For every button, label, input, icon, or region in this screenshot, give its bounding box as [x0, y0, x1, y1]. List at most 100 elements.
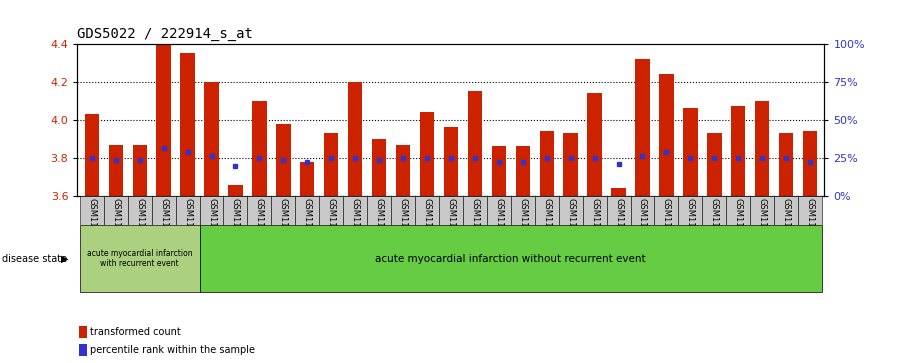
- Text: GSM1167099: GSM1167099: [733, 198, 742, 254]
- Bar: [180, 53, 195, 196]
- Bar: [151, 196, 176, 225]
- Bar: [726, 196, 751, 225]
- Bar: [372, 139, 386, 196]
- Bar: [79, 344, 87, 356]
- Text: GSM1167076: GSM1167076: [279, 198, 288, 254]
- Text: GSM1167074: GSM1167074: [231, 198, 240, 254]
- Bar: [348, 82, 363, 196]
- Bar: [755, 101, 770, 196]
- Bar: [607, 196, 630, 225]
- Bar: [276, 123, 291, 196]
- Bar: [535, 196, 558, 225]
- Bar: [798, 196, 822, 225]
- Bar: [583, 196, 607, 225]
- Bar: [367, 196, 391, 225]
- Bar: [731, 106, 745, 196]
- Text: GSM1167095: GSM1167095: [662, 198, 670, 254]
- Text: GDS5022 / 222914_s_at: GDS5022 / 222914_s_at: [77, 27, 253, 41]
- Bar: [391, 196, 415, 225]
- Bar: [300, 162, 314, 196]
- Text: GSM1167077: GSM1167077: [302, 198, 312, 254]
- Text: GSM1167086: GSM1167086: [470, 198, 479, 254]
- Bar: [80, 196, 104, 225]
- Bar: [683, 108, 698, 196]
- Text: GSM1167091: GSM1167091: [566, 198, 575, 254]
- Bar: [611, 188, 626, 196]
- Bar: [492, 146, 506, 196]
- Bar: [295, 196, 319, 225]
- Bar: [324, 133, 338, 196]
- Bar: [108, 144, 123, 196]
- Text: GSM1167080: GSM1167080: [351, 198, 360, 254]
- Text: GSM1167083: GSM1167083: [398, 198, 407, 254]
- Bar: [707, 133, 722, 196]
- Text: GSM1167081: GSM1167081: [135, 198, 144, 254]
- Text: transformed count: transformed count: [89, 327, 180, 337]
- Bar: [751, 196, 774, 225]
- Text: GSM1167090: GSM1167090: [542, 198, 551, 254]
- Text: ▶: ▶: [61, 254, 68, 264]
- Bar: [176, 196, 200, 225]
- Bar: [444, 127, 458, 196]
- Bar: [486, 196, 511, 225]
- Text: GSM1167098: GSM1167098: [710, 198, 719, 254]
- Text: GSM1167082: GSM1167082: [374, 198, 384, 254]
- Bar: [252, 101, 267, 196]
- Bar: [343, 196, 367, 225]
- Bar: [200, 196, 223, 225]
- Bar: [558, 196, 583, 225]
- Bar: [564, 133, 578, 196]
- Text: GSM1167100: GSM1167100: [758, 198, 767, 254]
- Bar: [132, 144, 147, 196]
- Text: GSM1167092: GSM1167092: [590, 198, 599, 254]
- Bar: [467, 91, 482, 196]
- Bar: [630, 196, 654, 225]
- Bar: [157, 45, 171, 196]
- Text: disease state: disease state: [2, 254, 67, 264]
- Bar: [80, 225, 200, 292]
- Bar: [128, 196, 151, 225]
- Text: GSM1167094: GSM1167094: [638, 198, 647, 254]
- Text: GSM1167084: GSM1167084: [423, 198, 432, 254]
- Text: GSM1167122: GSM1167122: [805, 198, 814, 254]
- Bar: [104, 196, 128, 225]
- Text: GSM1167075: GSM1167075: [255, 198, 264, 254]
- Bar: [248, 196, 271, 225]
- Bar: [635, 59, 650, 196]
- Bar: [511, 196, 535, 225]
- Bar: [588, 93, 602, 196]
- Bar: [415, 196, 439, 225]
- Text: GSM1167089: GSM1167089: [518, 198, 527, 254]
- Text: GSM1167093: GSM1167093: [614, 198, 623, 254]
- Text: GSM1167085: GSM1167085: [446, 198, 456, 254]
- Bar: [204, 82, 219, 196]
- Text: GSM1167073: GSM1167073: [207, 198, 216, 254]
- Bar: [396, 144, 410, 196]
- Text: GSM1167101: GSM1167101: [782, 198, 791, 254]
- Text: GSM1167079: GSM1167079: [327, 198, 336, 254]
- Bar: [803, 131, 817, 196]
- Text: percentile rank within the sample: percentile rank within the sample: [89, 345, 254, 355]
- Bar: [654, 196, 679, 225]
- Bar: [223, 196, 248, 225]
- Bar: [702, 196, 726, 225]
- Text: GSM1167097: GSM1167097: [183, 198, 192, 254]
- Text: GSM1167087: GSM1167087: [495, 198, 504, 254]
- Bar: [516, 146, 530, 196]
- Bar: [679, 196, 702, 225]
- Bar: [660, 74, 673, 196]
- Text: GSM1167088: GSM1167088: [159, 198, 169, 254]
- Text: GSM1167078: GSM1167078: [111, 198, 120, 254]
- Bar: [774, 196, 798, 225]
- Bar: [539, 131, 554, 196]
- Bar: [85, 114, 99, 196]
- Bar: [79, 326, 87, 338]
- Text: acute myocardial infarction
with recurrent event: acute myocardial infarction with recurre…: [87, 249, 192, 268]
- Bar: [319, 196, 343, 225]
- Bar: [271, 196, 295, 225]
- Bar: [420, 112, 435, 196]
- Bar: [229, 184, 242, 196]
- Bar: [200, 225, 822, 292]
- Text: GSM1167072: GSM1167072: [87, 198, 97, 254]
- Text: GSM1167096: GSM1167096: [686, 198, 695, 254]
